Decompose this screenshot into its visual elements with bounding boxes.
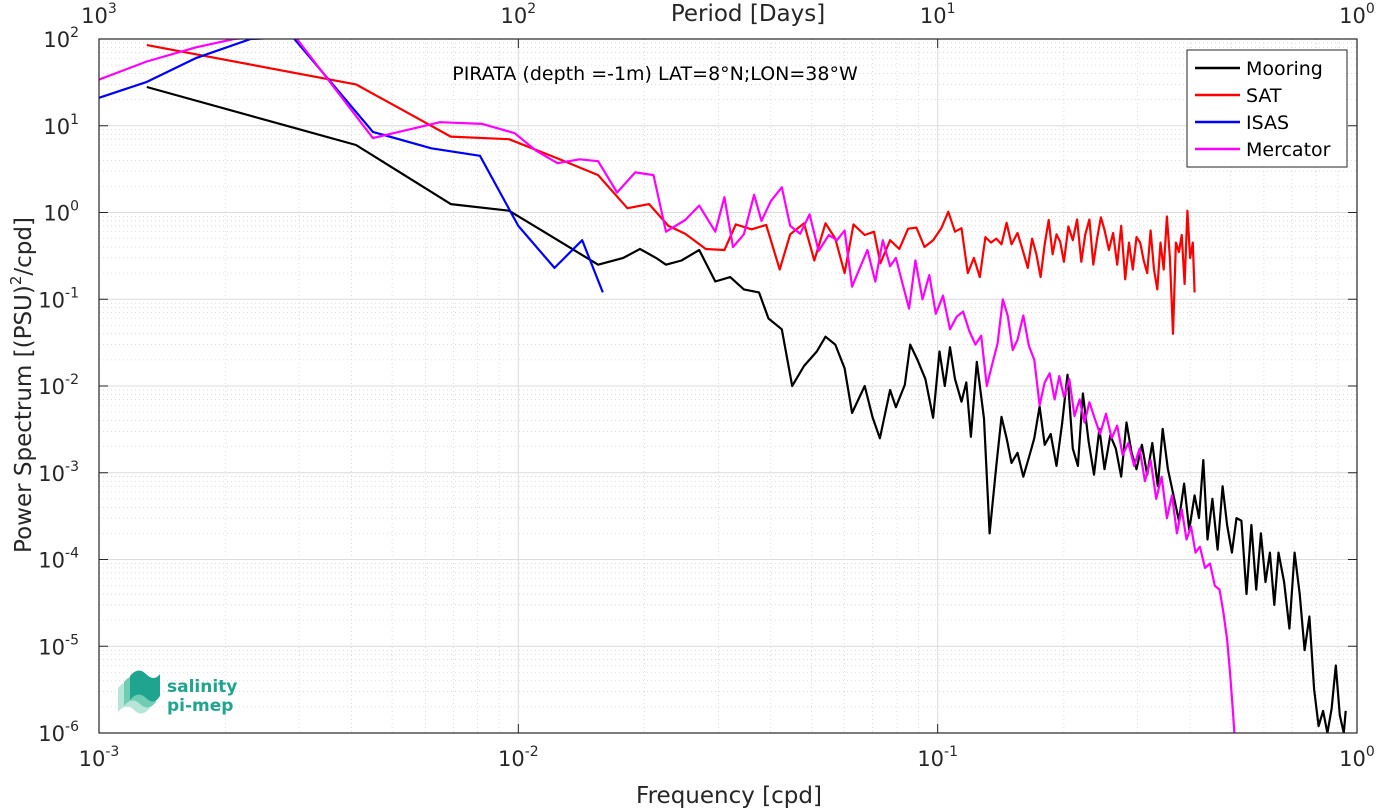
y-tick-label: 10-4 <box>38 546 79 573</box>
top-tick-label-exponent: 0 <box>1366 1 1375 17</box>
top-tick-label-base: 10 <box>920 4 947 28</box>
y-tick-label-base: 10 <box>43 115 70 139</box>
x-tick-label: 100 <box>1339 744 1375 771</box>
ticks-layer <box>98 38 1358 734</box>
y-tick-label-exponent: -1 <box>65 285 79 301</box>
x-tick-label-exponent: -1 <box>944 744 958 760</box>
legend-box <box>1186 49 1348 168</box>
logo-mark-icon <box>118 670 160 714</box>
series-line-sat <box>146 44 1196 335</box>
y-axis-label-sup: 2 <box>7 276 25 286</box>
legend-label-isas: ISAS <box>1246 112 1289 134</box>
top-tick-label-exponent: 2 <box>527 1 536 17</box>
y-tick-label: 10-3 <box>38 459 79 486</box>
x-tick-label-base: 10 <box>498 747 525 771</box>
y-tick-label-base: 10 <box>43 28 70 52</box>
y-tick-label-exponent: -2 <box>65 372 79 388</box>
x-tick-label-base: 10 <box>917 747 944 771</box>
y-tick-label: 10-1 <box>38 285 79 312</box>
minor-grid <box>99 39 1357 733</box>
y-axis-label-tail: /cpd] <box>11 217 37 276</box>
y-tick-label-exponent: -3 <box>65 459 79 475</box>
y-axis-label-main: Power Spectrum [(PSU) <box>11 285 37 553</box>
x-tick-label: 10-3 <box>79 744 120 771</box>
top-tick-label-exponent: 3 <box>108 1 117 17</box>
top-axis-label: Period [Days] <box>671 1 825 27</box>
series-line-isas <box>99 39 604 293</box>
y-tick-label-base: 10 <box>43 202 70 226</box>
x-axis-label: Frequency [cpd] <box>636 783 822 809</box>
top-tick-label: 102 <box>501 1 537 28</box>
top-tick-label: 101 <box>920 1 956 28</box>
chart-title: PIRATA (depth =-1m) LAT=8°N;LON=38°W <box>452 63 858 85</box>
y-tick-label-exponent: 0 <box>70 199 79 215</box>
top-tick-label-base: 10 <box>501 4 528 28</box>
salinity-pi-mep-logo: salinity pi-mep <box>118 670 237 716</box>
y-tick-label: 10-6 <box>38 719 79 746</box>
y-tick-label: 101 <box>43 112 79 139</box>
y-tick-label-exponent: 2 <box>70 25 79 41</box>
logo-line-2: pi-mep <box>167 696 233 716</box>
x-tick-label-exponent: 0 <box>1366 744 1375 760</box>
x-tick-label-exponent: -3 <box>105 744 119 760</box>
x-tick-label: 10-2 <box>498 744 539 771</box>
y-tick-label: 100 <box>43 199 79 226</box>
x-tick-label-base: 10 <box>79 747 106 771</box>
legend-label-mooring: Mooring <box>1246 58 1323 80</box>
y-tick-label-exponent: -5 <box>65 632 79 648</box>
y-tick-label: 10-2 <box>38 372 79 399</box>
series-line-mooring <box>146 85 1347 733</box>
top-tick-label-base: 10 <box>1339 4 1366 28</box>
y-tick-label: 10-5 <box>38 632 79 659</box>
y-tick-label: 102 <box>43 25 79 52</box>
y-tick-label-base: 10 <box>38 462 65 486</box>
major-grid <box>98 38 1358 734</box>
x-tick-label-exponent: -2 <box>525 744 539 760</box>
top-tick-label-exponent: 1 <box>947 1 956 17</box>
logo-line-1: salinity <box>167 677 237 697</box>
series-layer <box>99 39 1347 733</box>
top-tick-label: 103 <box>81 1 117 28</box>
x-tick-label-base: 10 <box>1339 747 1366 771</box>
y-axis-label: Power Spectrum [(PSU)2/cpd] <box>7 217 37 553</box>
y-tick-label-base: 10 <box>38 375 65 399</box>
y-tick-label-base: 10 <box>38 722 65 746</box>
y-tick-label-base: 10 <box>38 635 65 659</box>
x-tick-label: 10-1 <box>917 744 958 771</box>
y-tick-label-exponent: 1 <box>70 112 79 128</box>
y-tick-label-exponent: -6 <box>65 719 79 735</box>
legend-label-sat: SAT <box>1246 85 1282 107</box>
legend-label-mercator: Mercator <box>1246 139 1331 161</box>
top-tick-label-base: 10 <box>81 4 108 28</box>
top-tick-label: 100 <box>1339 1 1375 28</box>
series-line-mercator <box>99 39 1236 733</box>
y-tick-label-base: 10 <box>38 288 65 312</box>
y-tick-label-base: 10 <box>38 549 65 573</box>
legend: Mooring SAT ISAS Mercator <box>1186 49 1348 168</box>
y-tick-label-exponent: -4 <box>65 546 79 562</box>
